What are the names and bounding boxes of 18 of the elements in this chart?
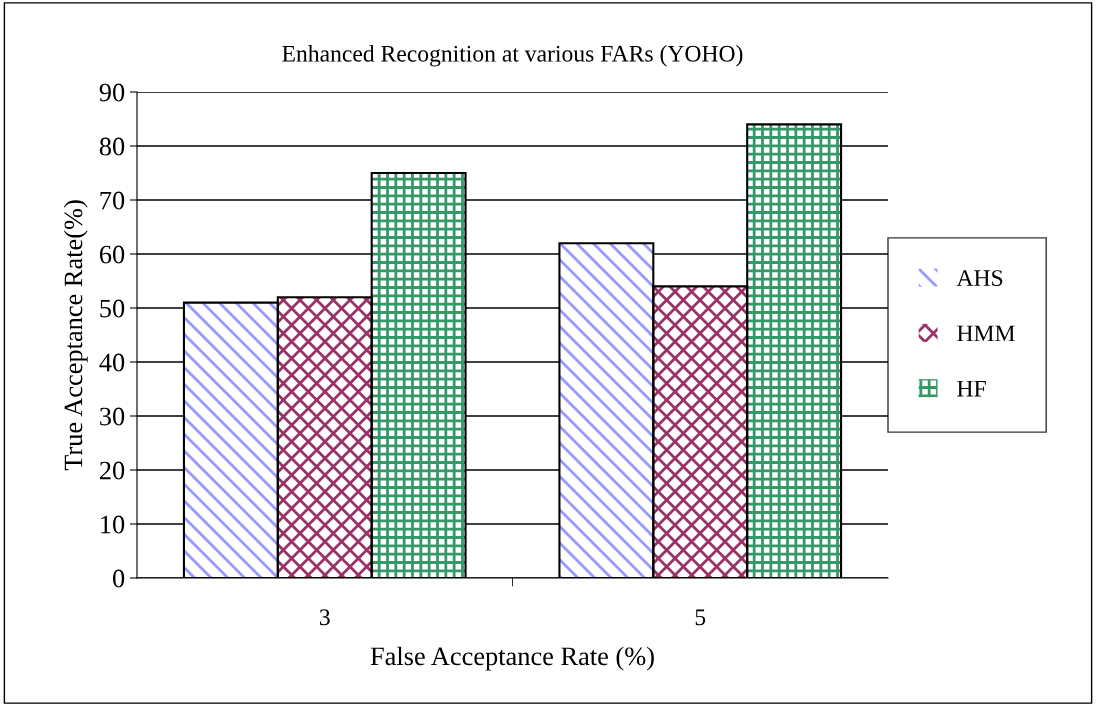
y-tick-label: 20	[99, 461, 125, 480]
y-tick-label: 30	[100, 407, 125, 426]
y-tick-label: 40	[99, 353, 125, 372]
y-tick-label: 90	[99, 83, 125, 102]
x-tick-label: 3	[319, 609, 330, 626]
legend-label: HMM	[957, 325, 1015, 342]
legend-label: AHS	[956, 270, 1003, 287]
y-tick-label: 80	[99, 137, 125, 156]
y-tick-label: 10	[101, 515, 125, 534]
y-tick-label: 50	[100, 299, 125, 318]
y-tick-label: 60	[99, 245, 125, 264]
y-tick-label: 0	[113, 569, 125, 588]
y-axis-title: True Acceptance Rate(%)	[63, 200, 88, 471]
legend-label: HF	[957, 380, 986, 397]
chart-title: Enhanced Recognition at various FARs (YOHO)	[282, 45, 743, 67]
y-tick-label: 70	[100, 191, 125, 210]
x-tick-label: 5	[695, 609, 706, 626]
x-axis-title: False Acceptance Rate (%)	[370, 646, 654, 671]
